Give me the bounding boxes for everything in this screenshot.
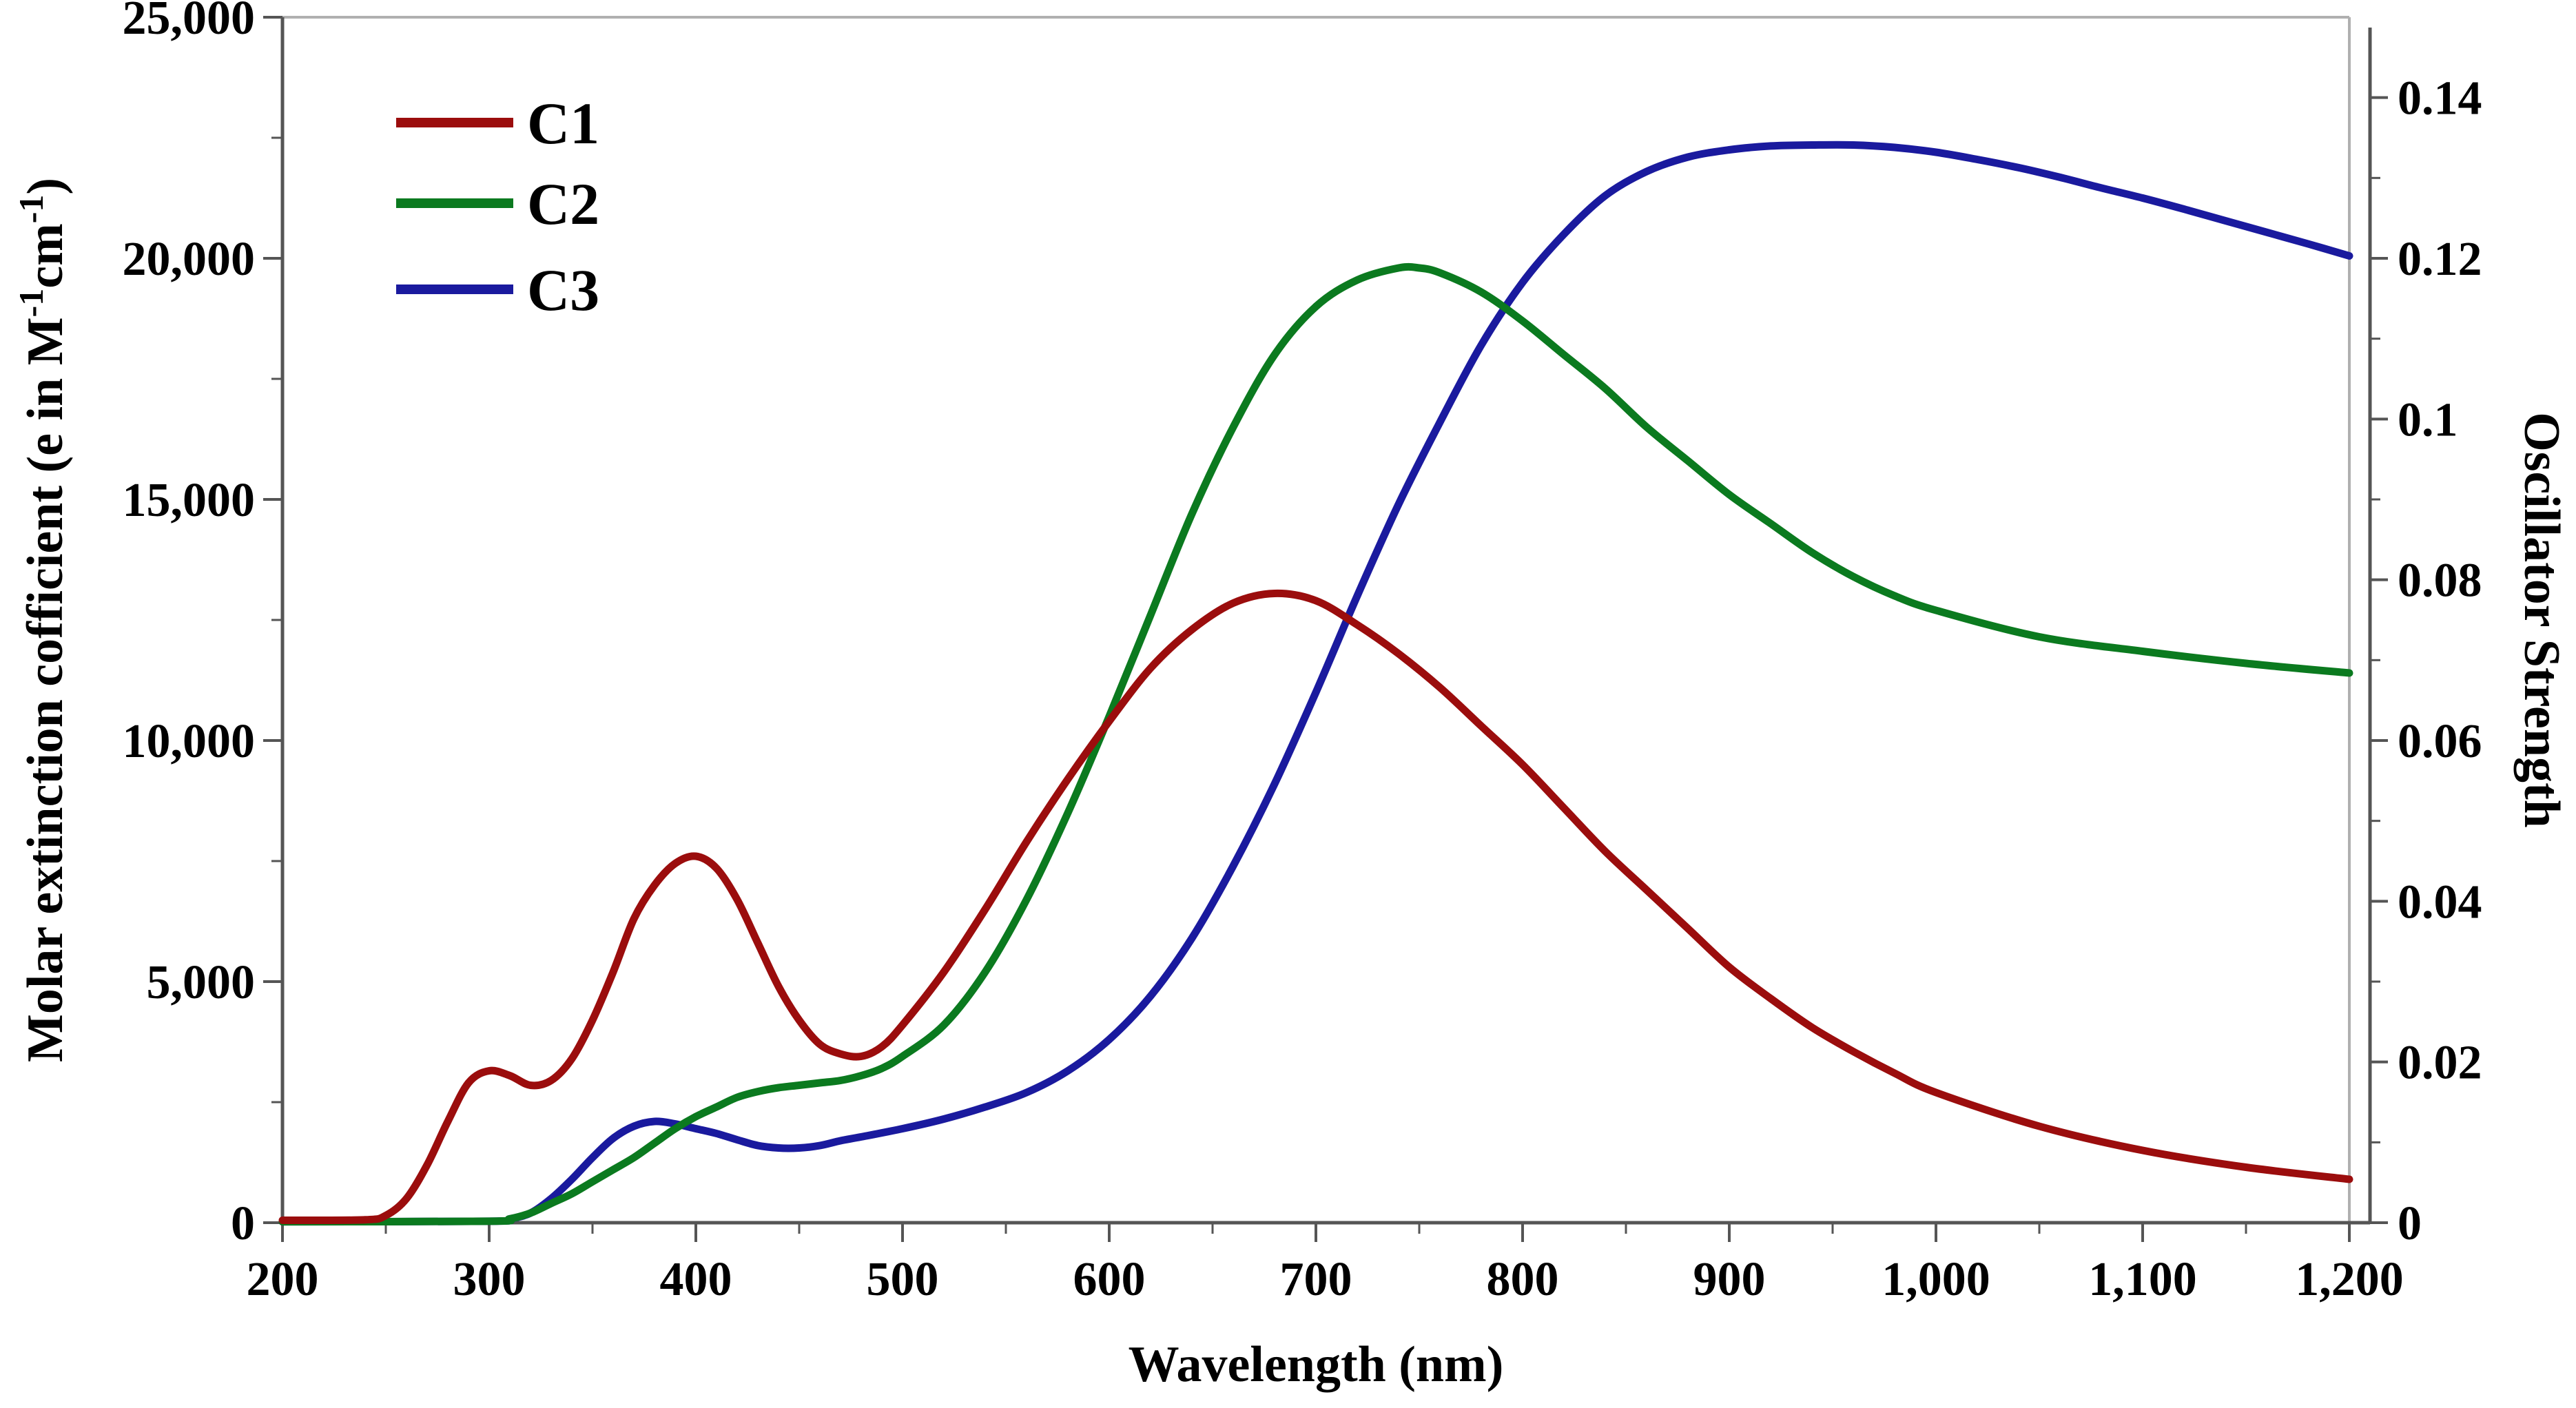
x-tick-label: 600 [1073,1253,1146,1306]
y-tick-label: 20,000 [123,233,256,286]
y2-tick-label: 0.02 [2398,1037,2482,1090]
x-tick-label: 300 [453,1253,526,1306]
y2-tick-label: 0.06 [2398,715,2482,768]
x-tick-label: 1,200 [2295,1253,2404,1306]
y2-tick-label: 0.08 [2398,555,2482,608]
legend: C1 C2 C3 [396,90,599,323]
y-tick-label: 25,000 [123,0,256,45]
y2-tick-label: 0.14 [2398,72,2482,125]
y2-tick-label: 0.1 [2398,393,2458,446]
y-axis-title-sup2: -1 [12,195,50,224]
y2-tick-label: 0 [2398,1197,2422,1250]
ticks-group [263,16,2388,1242]
x-tick-label: 700 [1280,1253,1352,1306]
series-group [278,141,2353,1226]
y-axis-title-mid: cm [17,223,74,289]
y2-axis-title: Oscillator Strength [2513,412,2570,828]
y-axis-title-main: Molar extinction cofficient (e in M [17,317,74,1062]
y-tick-label: 15,000 [123,474,256,527]
x-tick-label: 200 [247,1253,319,1306]
series-line-c1 [278,589,2353,1225]
series-line-c3 [278,141,2353,1226]
y-axis-title-end: ) [17,178,74,195]
legend-label-c1: C1 [527,90,599,156]
x-tick-label: 800 [1487,1253,1559,1306]
y2-tick-label: 0.04 [2398,876,2482,929]
x-tick-label: 900 [1693,1253,1766,1306]
tick-labels-group: 200 300 400 500 600 700 800 900 1,000 1,100 1,2000… [123,0,2482,1306]
x-axis-title: Wavelength (nm) [1129,1336,1504,1393]
y-axis-title: Molar extinction cofficient (e in M-1cm-… [12,178,74,1062]
y-axis-title-sup1: -1 [12,289,50,318]
x-tick-label: 500 [867,1253,939,1306]
y-tick-label: 10,000 [123,715,256,768]
legend-label-c3: C3 [527,257,599,323]
series-line-c2 [278,262,2353,1226]
x-tick-label: 1,100 [2088,1253,2197,1306]
x-tick-label: 1,000 [1882,1253,1990,1306]
y-tick-label: 5,000 [147,956,256,1009]
legend-label-c2: C2 [527,171,599,237]
y-tick-label: 0 [231,1197,255,1250]
x-tick-label: 400 [660,1253,732,1306]
y2-tick-label: 0.12 [2398,233,2482,286]
